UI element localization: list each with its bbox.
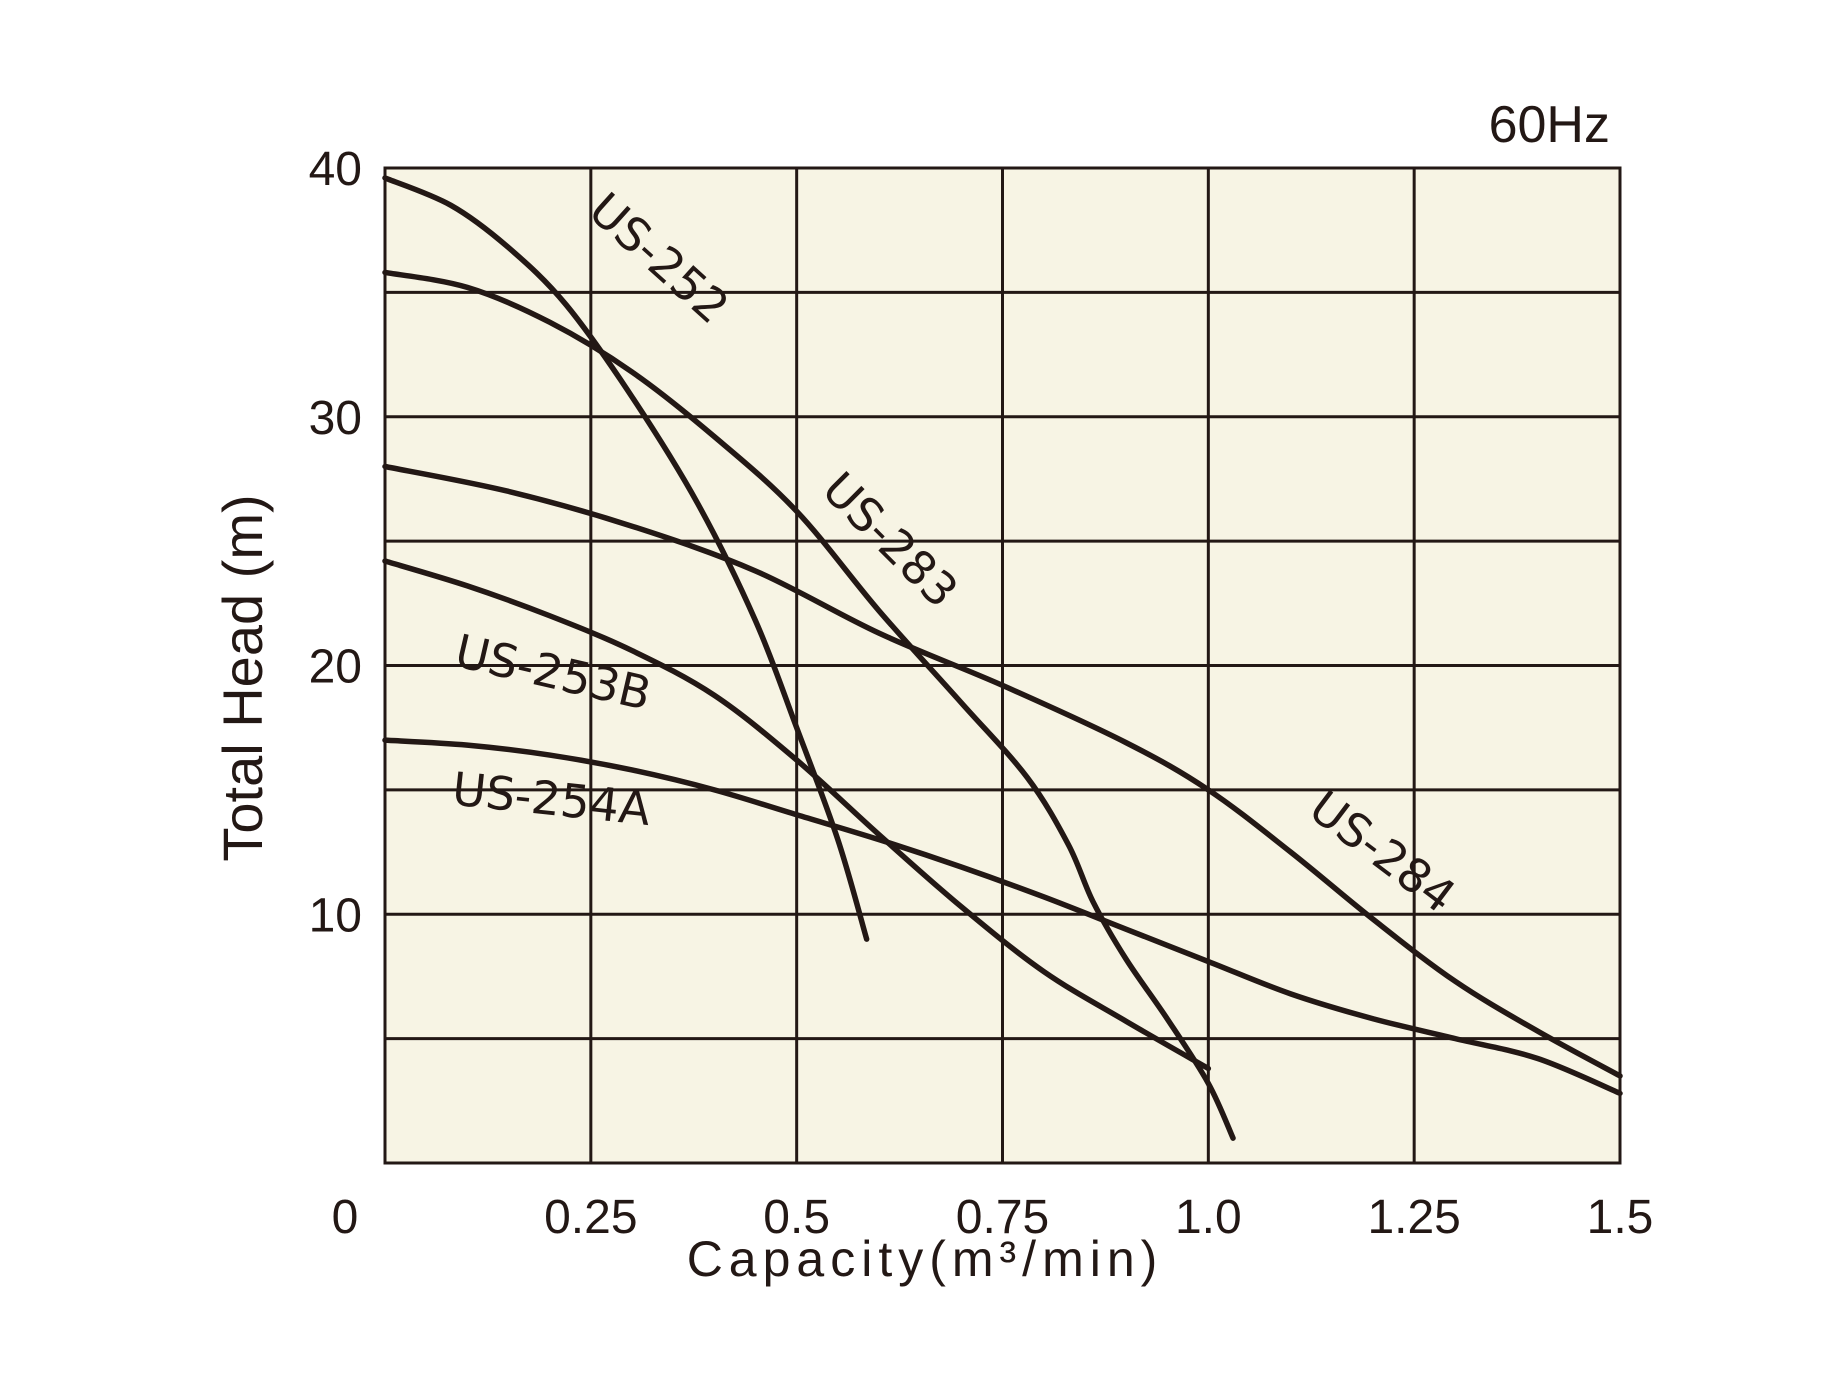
x-axis-title: Capacity(m³/min) xyxy=(687,1231,1164,1287)
x-tick-label: 0.25 xyxy=(544,1191,637,1244)
series-line-us-253b xyxy=(382,558,1212,1072)
plot-frame xyxy=(383,166,1622,1165)
x-axis-label: Capacity xyxy=(687,1231,930,1287)
x-tick-label: 0 xyxy=(332,1191,359,1244)
x-tick-label: 0.5 xyxy=(763,1191,830,1244)
y-tick-label: 40 xyxy=(309,143,362,196)
y-tick-label: 20 xyxy=(309,641,362,694)
y-axis-title: Total Head (m) xyxy=(211,494,274,861)
series-line-us-254a xyxy=(382,737,1623,1097)
series-group xyxy=(382,175,1623,1141)
series-line-us-252 xyxy=(382,175,870,942)
grid xyxy=(385,168,1620,1163)
y-tick-label: 30 xyxy=(309,392,362,445)
series-line-us-284 xyxy=(382,463,1623,1079)
series-line-us-283 xyxy=(382,269,1236,1141)
x-tick-label: 0.75 xyxy=(956,1191,1049,1244)
y-tick-labels: 10 20 30 40 xyxy=(309,143,362,942)
frequency-label: 60Hz xyxy=(1489,96,1610,154)
y-tick-label: 10 xyxy=(309,889,362,942)
x-tick-label: 1.0 xyxy=(1175,1191,1242,1244)
x-tick-labels: 0 0.25 0.5 0.75 1.0 1.25 1.5 xyxy=(332,1191,1654,1244)
x-axis-unit: (m³/min) xyxy=(929,1231,1163,1287)
x-tick-label: 1.25 xyxy=(1367,1191,1460,1244)
x-tick-label: 1.5 xyxy=(1587,1191,1654,1244)
